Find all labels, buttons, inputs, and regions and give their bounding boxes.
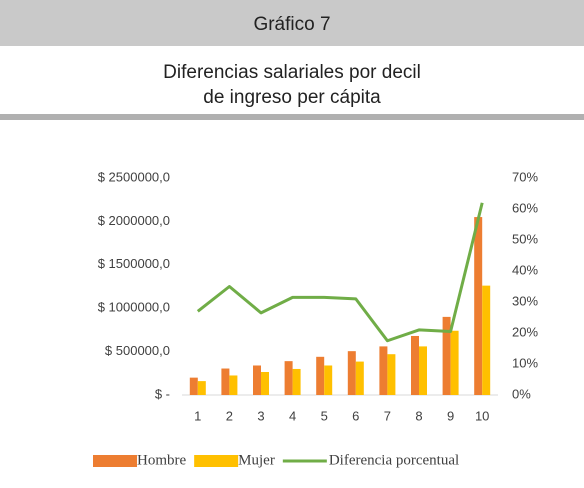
x-tick-label: 9 — [447, 408, 454, 423]
bar — [387, 354, 396, 395]
bar — [261, 371, 269, 395]
y-tick-label: $ 2500000,0 — [98, 169, 170, 184]
chart-title: de ingreso per cápita — [203, 87, 381, 108]
x-tick-label: 2 — [226, 408, 233, 423]
bar — [292, 368, 301, 395]
header-band — [0, 0, 584, 46]
bar — [450, 330, 459, 395]
bar — [355, 361, 364, 395]
x-tick-label: 1 — [194, 408, 201, 423]
bar — [324, 365, 333, 395]
x-tick-label: 10 — [475, 408, 489, 423]
y2-tick-label: 10% — [512, 355, 538, 370]
y-tick-label: $ - — [155, 386, 170, 401]
bar — [221, 368, 230, 395]
y-tick-label: $ 1500000,0 — [98, 256, 170, 271]
y-tick-label: $ 2000000,0 — [98, 213, 170, 228]
y2-tick-label: 60% — [512, 200, 538, 215]
bar — [253, 365, 261, 395]
x-tick-label: 3 — [257, 408, 264, 423]
bar — [229, 375, 238, 395]
y2-tick-label: 30% — [512, 293, 538, 308]
legend-label: Mujer — [238, 452, 275, 468]
legend-swatch — [93, 455, 137, 467]
y2-tick-label: 50% — [512, 231, 538, 246]
chart-title: Diferencias salariales por decil — [163, 62, 421, 83]
line — [196, 202, 484, 343]
header-label: Gráfico 7 — [253, 14, 330, 35]
bar — [474, 217, 483, 395]
y2-tick-label: 0% — [512, 386, 531, 401]
y2-tick-label: 70% — [512, 169, 538, 184]
bar — [379, 346, 388, 395]
x-tick-label: 5 — [321, 408, 328, 423]
legend-swatch — [194, 455, 239, 467]
bar — [284, 361, 293, 395]
bar — [419, 346, 427, 395]
bar — [316, 356, 325, 395]
x-tick-label: 6 — [352, 408, 359, 423]
y-tick-label: $ 1000000,0 — [98, 300, 170, 315]
x-tick-label: 8 — [415, 408, 422, 423]
bar — [442, 316, 451, 395]
bar — [197, 381, 206, 395]
divider — [0, 114, 584, 120]
bar — [189, 377, 198, 395]
x-tick-label: 7 — [384, 408, 391, 423]
bar — [347, 351, 356, 395]
legend-label: Hombre — [137, 452, 186, 468]
legend-label: Diferencia porcentual — [329, 452, 459, 468]
bar — [411, 335, 419, 395]
bar — [482, 285, 491, 395]
y-tick-label: $ 500000,0 — [105, 343, 170, 358]
x-tick-label: 4 — [289, 408, 296, 423]
y2-tick-label: 40% — [512, 262, 538, 277]
y2-tick-label: 20% — [512, 324, 538, 339]
